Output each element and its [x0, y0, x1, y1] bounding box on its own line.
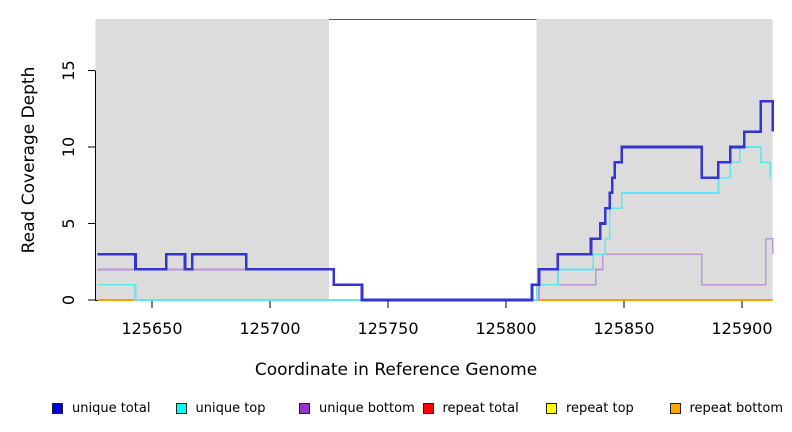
unique-bottom-swatch-icon	[299, 402, 310, 414]
x-tick-label: 125800	[475, 319, 536, 338]
legend-item-unique-total: unique total	[52, 398, 150, 418]
shaded-region-0	[95, 19, 329, 300]
legend-item-unique-bottom: unique bottom	[299, 398, 415, 418]
legend-item-repeat-total: repeat total	[422, 398, 519, 418]
y-axis-title: Read Coverage Depth	[19, 66, 39, 254]
legend-label-repeat-bottom: repeat bottom	[689, 400, 784, 416]
x-tick-label: 125700	[239, 319, 300, 338]
x-tick-label: 125650	[121, 319, 182, 338]
shaded-region-1	[536, 19, 773, 300]
y-tick-label: 10	[59, 137, 78, 157]
x-tick-label: 125850	[593, 319, 654, 338]
unique-total-swatch-icon	[52, 402, 63, 414]
unique-top-swatch-icon	[175, 402, 187, 414]
x-tick-label: 125750	[357, 319, 418, 338]
repeat-bottom-swatch-icon	[669, 402, 681, 414]
legend-label-unique-top: unique top	[195, 400, 266, 416]
y-tick-label: 0	[59, 295, 78, 305]
legend: unique total unique top unique bottom repea…	[0, 398, 792, 420]
legend-label-unique-total: unique total	[72, 400, 151, 416]
x-axis-title: Coordinate in Reference Genome	[254, 360, 538, 380]
repeat-total-swatch-icon	[422, 402, 434, 414]
repeat-top-swatch-icon	[546, 402, 557, 414]
y-tick-label: 15	[59, 60, 78, 80]
legend-label-repeat-top: repeat top	[566, 400, 634, 416]
x-tick-label: 125900	[711, 319, 772, 338]
series-unique-total	[97, 99, 774, 302]
legend-item-repeat-bottom: repeat bottom	[669, 398, 784, 418]
y-tick-label: 5	[59, 218, 78, 228]
coverage-plot: 125650 125700 125750 125800 125850 125900 0 5 10…	[59, 18, 774, 338]
legend-label-repeat-total: repeat total	[442, 400, 519, 416]
legend-item-unique-top: unique top	[175, 398, 266, 418]
legend-item-repeat-top: repeat top	[546, 398, 634, 418]
legend-label-unique-bottom: unique bottom	[319, 400, 415, 416]
